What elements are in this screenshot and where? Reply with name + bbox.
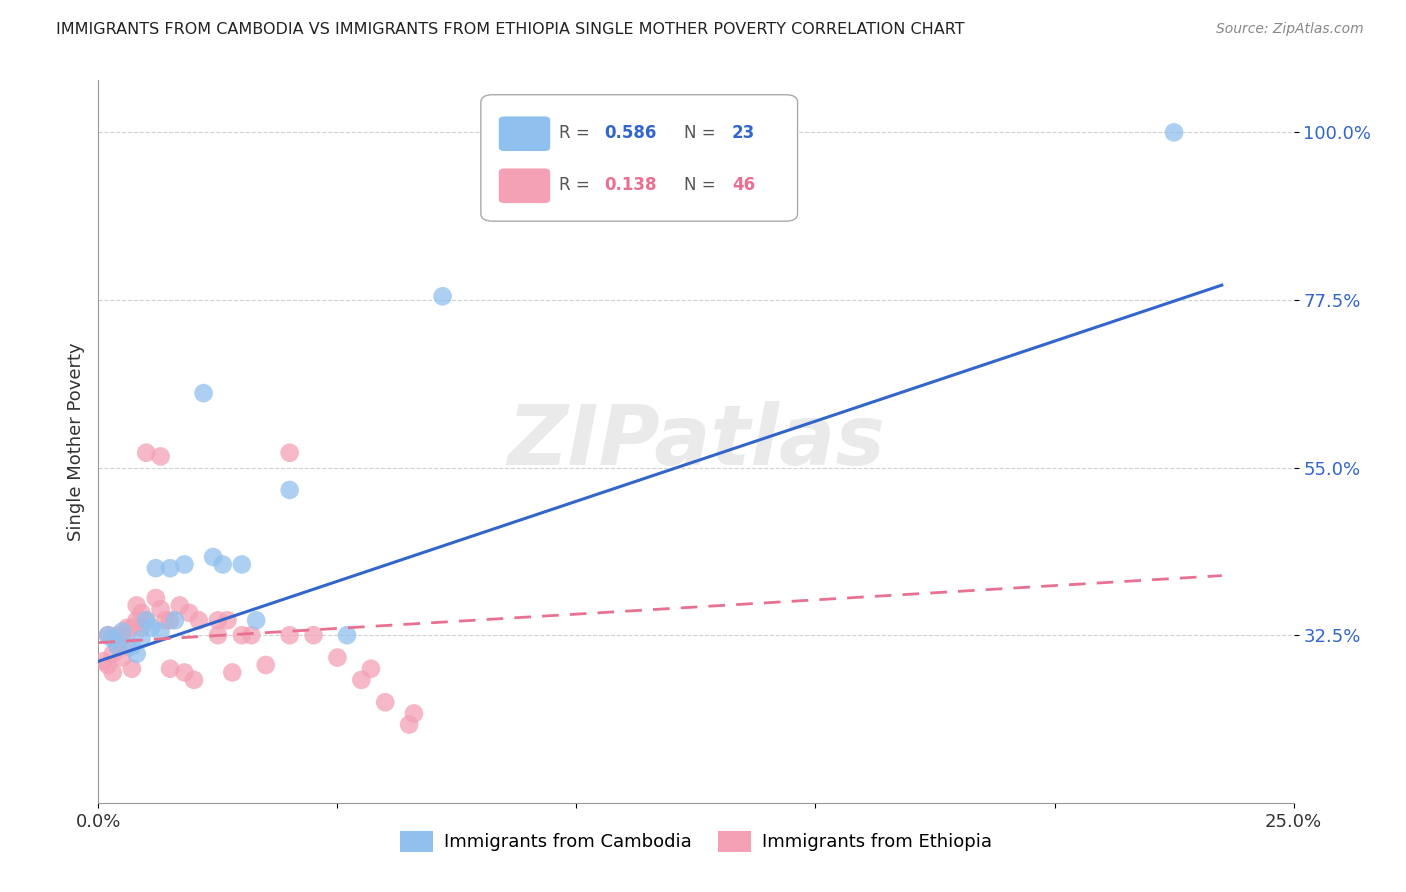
- Point: [278, 446, 301, 460]
- Point: [121, 640, 143, 654]
- Point: [169, 599, 191, 613]
- Point: [131, 606, 153, 620]
- Point: [207, 628, 229, 642]
- Point: [101, 632, 124, 646]
- Point: [163, 613, 186, 627]
- Point: [398, 717, 420, 731]
- Point: [111, 650, 134, 665]
- Text: 23: 23: [733, 124, 755, 142]
- Point: [135, 613, 157, 627]
- Y-axis label: Single Mother Poverty: Single Mother Poverty: [66, 343, 84, 541]
- Point: [183, 673, 205, 687]
- Point: [278, 483, 301, 497]
- Point: [187, 613, 209, 627]
- Point: [173, 558, 195, 572]
- Point: [149, 624, 172, 639]
- Point: [115, 621, 138, 635]
- Point: [139, 621, 162, 635]
- Point: [336, 628, 359, 642]
- Text: 0.586: 0.586: [605, 124, 657, 142]
- Point: [193, 386, 215, 401]
- Point: [97, 628, 120, 642]
- Point: [159, 561, 181, 575]
- Point: [302, 628, 325, 642]
- Point: [159, 613, 181, 627]
- Point: [107, 628, 129, 642]
- Point: [326, 650, 349, 665]
- Point: [125, 647, 148, 661]
- Point: [97, 658, 120, 673]
- Point: [107, 640, 129, 654]
- Point: [125, 613, 148, 627]
- Point: [145, 591, 167, 605]
- Point: [101, 665, 124, 680]
- Point: [231, 628, 253, 642]
- Point: [131, 632, 153, 646]
- Text: N =: N =: [685, 176, 721, 194]
- Point: [131, 621, 153, 635]
- Point: [1163, 125, 1185, 139]
- Point: [97, 628, 120, 642]
- FancyBboxPatch shape: [499, 117, 550, 151]
- Point: [155, 613, 177, 627]
- Text: ZIPatlas: ZIPatlas: [508, 401, 884, 482]
- Point: [173, 665, 195, 680]
- Point: [217, 613, 239, 627]
- Point: [145, 561, 167, 575]
- Point: [207, 613, 229, 627]
- Legend: Immigrants from Cambodia, Immigrants from Ethiopia: Immigrants from Cambodia, Immigrants fro…: [394, 823, 998, 859]
- Text: R =: R =: [558, 124, 595, 142]
- FancyBboxPatch shape: [481, 95, 797, 221]
- Point: [254, 658, 277, 673]
- Text: 46: 46: [733, 176, 755, 194]
- Point: [402, 706, 425, 721]
- Point: [231, 558, 253, 572]
- Text: N =: N =: [685, 124, 721, 142]
- Point: [125, 599, 148, 613]
- Point: [149, 602, 172, 616]
- Point: [135, 613, 157, 627]
- Point: [221, 665, 243, 680]
- Point: [101, 647, 124, 661]
- Point: [149, 450, 172, 464]
- Point: [350, 673, 373, 687]
- Text: 0.138: 0.138: [605, 176, 657, 194]
- Point: [121, 662, 143, 676]
- Point: [202, 549, 225, 564]
- Point: [159, 662, 181, 676]
- Text: IMMIGRANTS FROM CAMBODIA VS IMMIGRANTS FROM ETHIOPIA SINGLE MOTHER POVERTY CORRE: IMMIGRANTS FROM CAMBODIA VS IMMIGRANTS F…: [56, 22, 965, 37]
- Point: [135, 446, 157, 460]
- FancyBboxPatch shape: [499, 169, 550, 203]
- Text: Source: ZipAtlas.com: Source: ZipAtlas.com: [1216, 22, 1364, 37]
- Point: [211, 558, 233, 572]
- Point: [91, 654, 114, 668]
- Point: [240, 628, 263, 642]
- Point: [179, 606, 201, 620]
- Point: [121, 621, 143, 635]
- Point: [115, 640, 138, 654]
- Point: [432, 289, 454, 303]
- Point: [360, 662, 382, 676]
- Point: [107, 640, 129, 654]
- Point: [111, 628, 134, 642]
- Text: R =: R =: [558, 176, 595, 194]
- Point: [111, 624, 134, 639]
- Point: [374, 695, 396, 709]
- Point: [245, 613, 267, 627]
- Point: [278, 628, 301, 642]
